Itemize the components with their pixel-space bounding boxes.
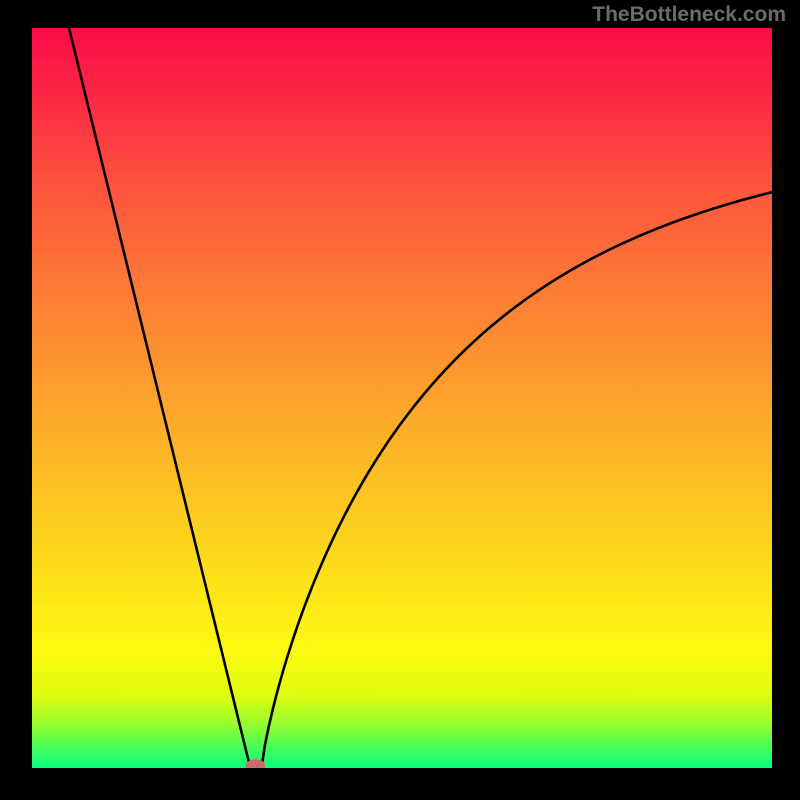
curve-right-branch: [261, 192, 772, 768]
bottleneck-curve: [32, 28, 772, 768]
curve-left-branch: [69, 28, 250, 768]
chart-canvas: TheBottleneck.com: [0, 0, 800, 800]
watermark-text: TheBottleneck.com: [592, 3, 786, 27]
plot-area: [32, 28, 772, 768]
